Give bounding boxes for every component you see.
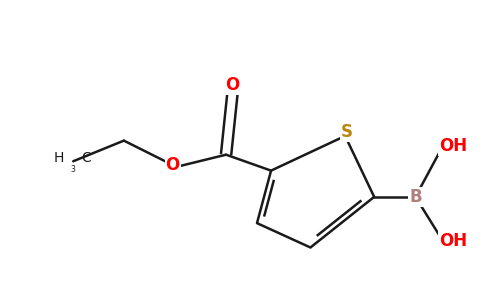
Text: S: S: [341, 123, 353, 141]
Text: OH: OH: [439, 137, 467, 155]
Text: B: B: [409, 188, 422, 206]
Text: H: H: [54, 151, 64, 164]
Text: C: C: [81, 151, 91, 164]
Text: $_3$: $_3$: [71, 163, 77, 176]
Text: O: O: [226, 76, 240, 94]
Text: OH: OH: [439, 232, 467, 250]
Text: O: O: [166, 156, 180, 174]
